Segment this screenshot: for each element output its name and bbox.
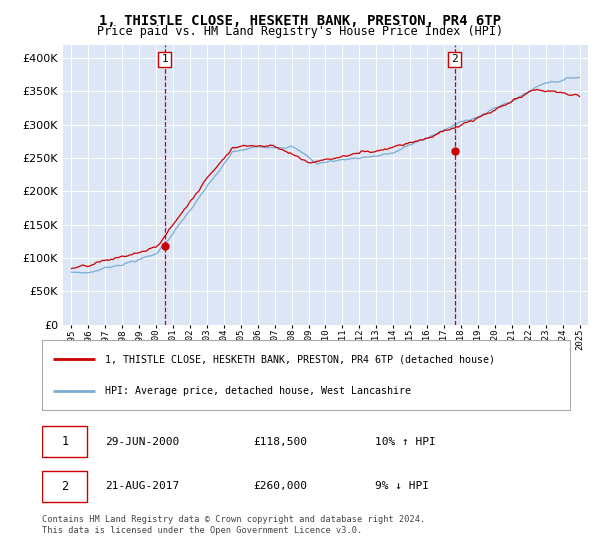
Text: 21-AUG-2017: 21-AUG-2017 <box>106 481 179 491</box>
Text: Price paid vs. HM Land Registry's House Price Index (HPI): Price paid vs. HM Land Registry's House … <box>97 25 503 38</box>
Text: 1: 1 <box>161 54 168 64</box>
Text: 9% ↓ HPI: 9% ↓ HPI <box>374 481 428 491</box>
Text: 2: 2 <box>61 480 68 493</box>
Text: £260,000: £260,000 <box>253 481 307 491</box>
FancyBboxPatch shape <box>42 340 570 410</box>
Text: Contains HM Land Registry data © Crown copyright and database right 2024.
This d: Contains HM Land Registry data © Crown c… <box>42 515 425 535</box>
Text: 2: 2 <box>451 54 458 64</box>
Text: £118,500: £118,500 <box>253 436 307 446</box>
Text: 1: 1 <box>61 435 68 448</box>
Text: 10% ↑ HPI: 10% ↑ HPI <box>374 436 436 446</box>
Text: 1, THISTLE CLOSE, HESKETH BANK, PRESTON, PR4 6TP: 1, THISTLE CLOSE, HESKETH BANK, PRESTON,… <box>99 14 501 28</box>
FancyBboxPatch shape <box>42 426 87 457</box>
Text: HPI: Average price, detached house, West Lancashire: HPI: Average price, detached house, West… <box>106 386 412 396</box>
Text: 29-JUN-2000: 29-JUN-2000 <box>106 436 179 446</box>
FancyBboxPatch shape <box>42 471 87 502</box>
Text: 1, THISTLE CLOSE, HESKETH BANK, PRESTON, PR4 6TP (detached house): 1, THISTLE CLOSE, HESKETH BANK, PRESTON,… <box>106 354 496 364</box>
